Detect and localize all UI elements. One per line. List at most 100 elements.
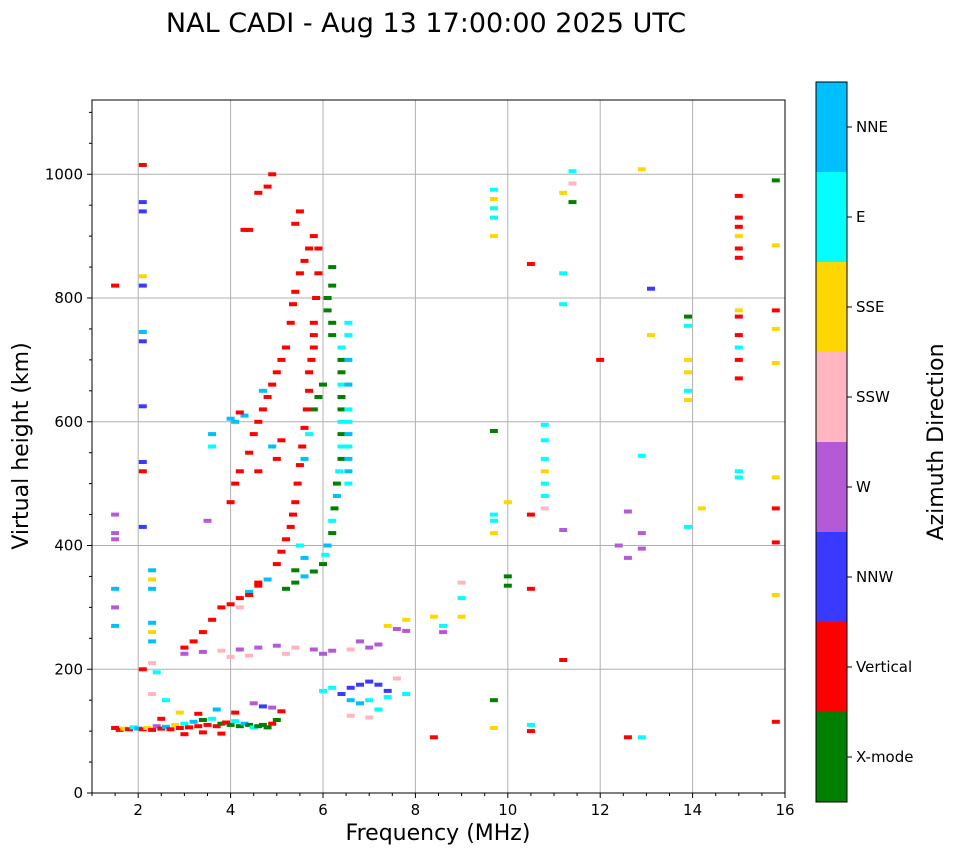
echo-point xyxy=(337,456,346,461)
echo-point xyxy=(300,574,309,579)
echo-point xyxy=(198,630,207,635)
x-tick-label: 4 xyxy=(226,801,236,819)
echo-point xyxy=(282,651,290,656)
echo-point xyxy=(309,320,318,325)
echo-point xyxy=(337,692,346,696)
colorbar-label: Azimuth Direction xyxy=(924,343,949,540)
echo-point xyxy=(249,432,258,437)
echo-point xyxy=(111,586,120,591)
echo-point xyxy=(289,302,297,307)
echo-point xyxy=(277,709,286,714)
echo-point xyxy=(258,722,267,727)
x-tick-label: 14 xyxy=(683,801,702,819)
echo-point xyxy=(771,178,780,183)
echo-point xyxy=(356,639,364,644)
echo-point xyxy=(328,685,337,690)
echo-point xyxy=(319,382,327,387)
echo-point xyxy=(309,345,318,350)
echo-point xyxy=(111,531,120,536)
echo-point xyxy=(374,707,383,712)
echo-point xyxy=(383,688,392,693)
echo-point xyxy=(226,500,235,505)
echo-point xyxy=(356,682,364,687)
echo-point xyxy=(203,722,212,727)
echo-point xyxy=(180,651,189,656)
echo-point xyxy=(231,710,240,715)
echo-point xyxy=(240,721,249,726)
echo-point xyxy=(217,731,226,736)
colorbar-category-label: SSE xyxy=(856,298,885,316)
echo-point xyxy=(305,370,314,375)
echo-point xyxy=(684,323,692,328)
echo-point xyxy=(344,407,353,412)
echo-point xyxy=(323,543,332,548)
echo-point xyxy=(344,456,353,461)
echo-point xyxy=(526,586,535,591)
echo-point xyxy=(254,419,263,424)
echo-point xyxy=(344,432,353,437)
echo-point xyxy=(365,715,374,720)
echo-point xyxy=(152,724,161,729)
echo-point xyxy=(254,724,263,729)
echo-point xyxy=(235,410,244,415)
echo-point xyxy=(157,726,166,731)
echo-point xyxy=(365,679,374,684)
echo-point xyxy=(254,190,263,195)
x-axis-ticks: 2 4 6 8 10 12 14 16 xyxy=(91,793,795,819)
echo-point xyxy=(268,172,277,177)
echo-point xyxy=(734,314,743,319)
echo-point xyxy=(734,308,743,313)
echo-point xyxy=(138,469,147,474)
echo-point xyxy=(226,416,235,421)
echo-point xyxy=(637,735,646,740)
echo-point xyxy=(328,333,337,338)
echo-point xyxy=(138,274,147,279)
y-tick-label: 800 xyxy=(54,289,83,307)
echo-point xyxy=(291,500,300,505)
echo-point xyxy=(235,647,244,652)
echo-point xyxy=(268,382,277,387)
echo-point xyxy=(328,320,337,325)
echo-point xyxy=(309,234,318,239)
echo-point xyxy=(235,469,244,474)
echo-point xyxy=(637,453,646,458)
colorbar-category-label: NNW xyxy=(856,568,893,586)
echo-point xyxy=(171,722,180,727)
echo-point xyxy=(309,647,318,652)
y-tick-label: 400 xyxy=(54,537,83,555)
echo-point xyxy=(526,512,535,517)
colorbar-swatch xyxy=(816,532,847,622)
echo-point xyxy=(180,732,189,737)
echo-point xyxy=(319,688,327,693)
echo-point xyxy=(161,698,170,703)
echo-point xyxy=(111,537,120,542)
echo-point xyxy=(489,429,498,433)
echo-point xyxy=(134,726,143,731)
echo-point xyxy=(439,623,448,628)
echo-point xyxy=(120,726,129,731)
echo-point xyxy=(263,577,272,582)
echo-point xyxy=(277,357,286,362)
echo-point xyxy=(771,361,780,365)
echo-point xyxy=(647,286,655,291)
echo-point xyxy=(143,726,152,730)
echo-point xyxy=(503,500,512,505)
y-axis-label: Virtual height (km) xyxy=(9,342,34,549)
echo-point xyxy=(111,726,120,730)
echo-point xyxy=(263,184,272,189)
echo-point xyxy=(240,413,249,418)
echo-point xyxy=(138,404,147,409)
echo-point xyxy=(189,639,198,644)
echo-point xyxy=(734,333,743,338)
echo-point xyxy=(268,721,277,726)
echo-point xyxy=(314,395,323,399)
echo-point xyxy=(293,481,302,486)
echo-point xyxy=(203,518,212,523)
echo-point xyxy=(291,221,300,226)
echo-point xyxy=(277,438,286,443)
echo-point xyxy=(180,645,189,650)
echo-point xyxy=(198,730,207,735)
echo-point xyxy=(540,481,549,486)
echo-point xyxy=(684,314,692,319)
